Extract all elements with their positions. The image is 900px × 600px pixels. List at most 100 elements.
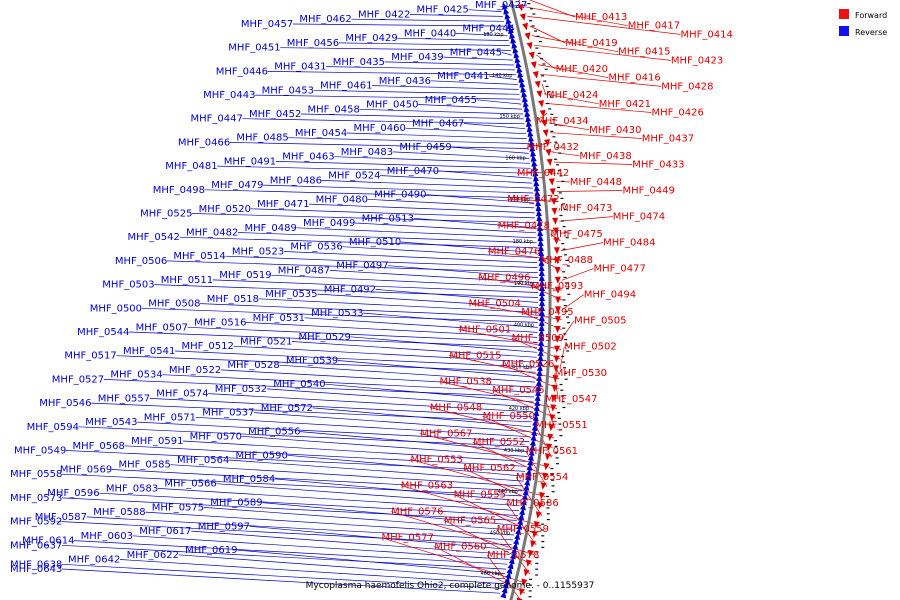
forward-gene-label: MHF_0545 <box>492 385 544 396</box>
forward-gene-arrow <box>551 384 558 392</box>
backbone-dot <box>541 535 545 537</box>
label-leader-line <box>375 289 539 303</box>
reverse-gene-arrow <box>524 478 531 486</box>
scale-tick-label: 430 kbp <box>504 448 524 454</box>
reverse-gene-label: MHF_0500 <box>90 303 142 314</box>
reverse-gene-arrow <box>538 309 545 316</box>
reverse-gene-arrow <box>516 522 523 530</box>
forward-gene-arrow <box>553 247 560 255</box>
backbone-dot <box>557 412 561 414</box>
label-leader-line <box>61 497 517 521</box>
backbone-dots <box>527 3 571 598</box>
reverse-gene-label: MHF_0457 <box>241 19 293 30</box>
backbone-dot <box>564 254 567 256</box>
forward-gene-arrow <box>532 71 539 79</box>
forward-gene-label: MHF_0496 <box>478 272 530 283</box>
label-leader-line <box>548 122 590 131</box>
scale-tick-label: 130 kbp <box>483 32 503 38</box>
reverse-gene-label: MHF_0519 <box>219 270 271 281</box>
reverse-gene-arrow <box>523 104 530 113</box>
forward-gene-arrow <box>552 217 559 225</box>
label-leader-line <box>254 412 531 433</box>
reverse-gene-label: MHF_0524 <box>328 171 380 182</box>
reverse-gene-label: MHF_0450 <box>366 100 418 111</box>
reverse-gene-label: MHF_0583 <box>106 483 158 494</box>
forward-gene-label: MHF_0415 <box>618 47 670 58</box>
label-leader-line <box>275 161 531 169</box>
backbone-dot <box>541 523 545 525</box>
forward-gene-label: MHF_0414 <box>681 29 733 40</box>
backbone-dot <box>566 350 570 352</box>
forward-gene-arrow <box>540 482 547 490</box>
reverse-gene-label: MHF_0603 <box>81 531 133 542</box>
reverse-gene-arrow <box>505 16 512 25</box>
label-leader-line <box>438 170 532 179</box>
backbone-dot <box>559 435 563 437</box>
label-leader-line <box>183 440 527 462</box>
backbone-dot <box>566 288 569 290</box>
backbone-dot <box>558 152 562 154</box>
label-leader-line <box>535 424 552 458</box>
backbone-dot <box>561 401 565 403</box>
gene-features <box>500 0 561 600</box>
reverse-gene-label: MHF_0446 <box>216 66 268 77</box>
forward-gene-arrow <box>544 139 550 147</box>
reverse-gene-arrow <box>515 60 522 69</box>
backbone-dot <box>561 395 564 397</box>
label-leader-line <box>61 544 507 570</box>
forward-gene-label: MHF_0554 <box>516 472 568 483</box>
label-leader-line <box>552 151 580 157</box>
reverse-gene-arrow <box>531 423 538 431</box>
reverse-gene-label: MHF_0470 <box>387 166 439 177</box>
reverse-gene-label: MHF_0518 <box>207 294 259 305</box>
backbone-dot <box>561 355 565 357</box>
forward-gene-label: MHF_0561 <box>526 446 578 457</box>
backbone-dot <box>540 58 544 60</box>
forward-gene-label: MHF_0421 <box>599 99 651 110</box>
forward-gene-arrow <box>542 129 549 137</box>
reverse-gene-arrow <box>513 51 520 59</box>
legend-forward-label: Forward <box>855 11 887 20</box>
label-leader-line <box>558 207 561 212</box>
scale-tick-label: 180 kbp <box>513 239 533 245</box>
backbone-dot <box>531 25 535 27</box>
backbone-dot <box>538 41 542 43</box>
reverse-gene-arrow <box>522 100 529 108</box>
forward-gene-label: MHF_0538 <box>440 377 492 388</box>
label-leader-line <box>280 47 511 51</box>
label-leader-line <box>334 156 530 164</box>
reverse-gene-label: MHF_0527 <box>52 374 104 385</box>
reverse-gene-arrow <box>525 473 531 481</box>
reverse-gene-arrow <box>538 339 545 347</box>
reverse-gene-label: MHF_0614 <box>22 536 74 547</box>
scale-tick-label: 420 kbp <box>509 406 529 412</box>
forward-gene-arrow <box>554 335 561 343</box>
label-leader-line <box>463 467 545 507</box>
backbone-dot <box>544 68 548 70</box>
label-leader-line <box>384 61 514 66</box>
forward-gene-arrow <box>555 296 561 304</box>
label-leader-line <box>262 502 516 526</box>
label-leader-line <box>61 568 501 594</box>
reverse-gene-arrow <box>532 174 539 182</box>
forward-gene-label: MHF_0448 <box>570 177 622 188</box>
reverse-gene-label: MHF_0532 <box>215 384 267 395</box>
reverse-gene-arrow <box>519 507 525 516</box>
backbone-dot <box>527 3 531 5</box>
forward-gene-arrow <box>554 266 561 274</box>
label-leader-line <box>317 293 539 308</box>
label-leader-line <box>367 198 535 209</box>
reverse-gene-arrow <box>520 85 527 93</box>
reverse-gene-label: MHF_0566 <box>164 479 216 490</box>
scale-tick-label: 160 kbp <box>505 156 525 162</box>
backbone-dot <box>528 596 532 598</box>
reverse-gene-arrow <box>529 438 536 446</box>
backbone-dot <box>534 30 537 32</box>
reverse-gene-arrow <box>538 319 545 327</box>
scale-tick-label: 450 kbp <box>490 530 510 536</box>
forward-gene-label: MHF_0495 <box>521 307 573 318</box>
reverse-gene-arrow <box>522 95 528 103</box>
backbone-dot <box>537 52 541 54</box>
label-leader-line <box>418 104 523 110</box>
label-leader-line <box>501 363 559 390</box>
